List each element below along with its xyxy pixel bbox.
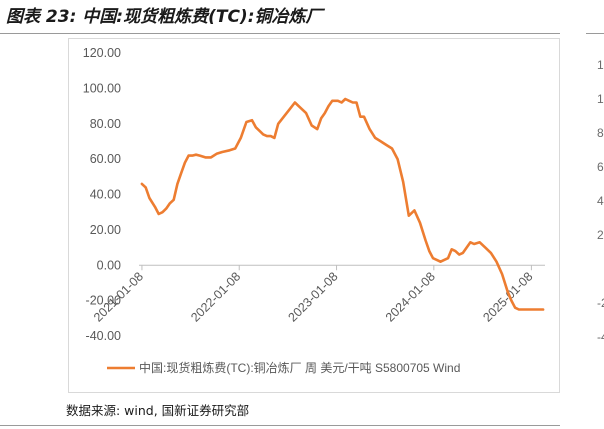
- bottom-divider: [0, 425, 560, 426]
- figure-title: 图表 23: 中国:现货粗炼费(TC):铜冶炼厂: [6, 7, 323, 27]
- y-tick-label: 0.00: [97, 258, 121, 272]
- title-divider: [0, 33, 560, 34]
- legend-label: 中国:现货粗炼费(TC):铜冶炼厂 周 美元/干吨 S5800705 Wind: [139, 360, 460, 375]
- adjacent-tick-label: 10: [597, 92, 604, 106]
- y-tick-label: 20.00: [90, 223, 121, 237]
- chart-frame: 120.00 100.00 80.00 60.00 40.00 20.00 0.00 -20.…: [68, 38, 560, 393]
- line-chart: 120.00 100.00 80.00 60.00 40.00 20.00 0.00 -20.…: [83, 46, 545, 375]
- adjacent-tick-label: 6: [597, 160, 604, 174]
- y-tick-label: 100.00: [83, 81, 121, 95]
- y-tick-label: 40.00: [90, 188, 121, 202]
- adjacent-title-divider: [586, 33, 604, 34]
- adjacent-tick-label: -2: [597, 296, 604, 310]
- adjacent-tick-label: 8: [597, 126, 604, 140]
- y-tick-label: 60.00: [90, 152, 121, 166]
- adjacent-tick-label: 12: [597, 58, 604, 72]
- series-layer: [140, 97, 545, 311]
- series-line: [140, 97, 545, 311]
- x-tick-label: 2024-01-08: [383, 269, 438, 324]
- source-note: 数据来源: wind, 国新证券研究部: [66, 403, 250, 418]
- y-tick-label: -20.00: [86, 294, 121, 308]
- y-tick-label: -40.00: [86, 329, 121, 343]
- legend: 中国:现货粗炼费(TC):铜冶炼厂 周 美元/干吨 S5800705 Wind: [107, 360, 460, 375]
- y-tick-label: 120.00: [83, 46, 121, 60]
- x-tick-label: 2023-01-08: [286, 269, 341, 324]
- y-axis-ticks: 120.00 100.00 80.00 60.00 40.00 20.00 0.00 -20.…: [83, 46, 121, 343]
- x-axis: 2021-01-08 2022-01-08 2023-01-08 2024-01-08…: [91, 264, 545, 325]
- adjacent-tick-label: -4: [597, 330, 604, 344]
- x-tick-label: 2025-01-08: [480, 269, 535, 324]
- y-tick-label: 80.00: [90, 117, 121, 131]
- adjacent-tick-label: 4: [597, 194, 604, 208]
- x-tick-label: 2022-01-08: [188, 269, 243, 324]
- adjacent-chart-fragment: 12 10 8 6 4 2 -2 -4: [585, 40, 604, 400]
- adjacent-tick-label: 2: [597, 228, 604, 242]
